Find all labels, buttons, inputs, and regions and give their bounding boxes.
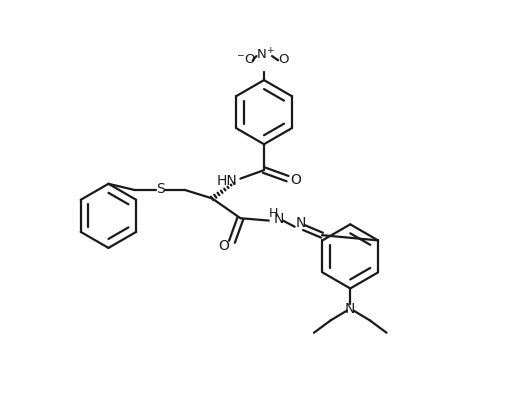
Text: S: S [156,182,165,196]
Text: $^{-}$O: $^{-}$O [236,53,256,66]
Text: HN: HN [217,173,238,188]
Text: N: N [296,216,306,230]
Text: O: O [279,53,289,66]
Text: N: N [274,212,284,226]
Text: O: O [219,240,229,253]
Text: O: O [290,173,301,187]
Text: N$^{+}$: N$^{+}$ [256,47,275,62]
Text: H: H [269,207,278,220]
Text: N: N [345,302,355,316]
